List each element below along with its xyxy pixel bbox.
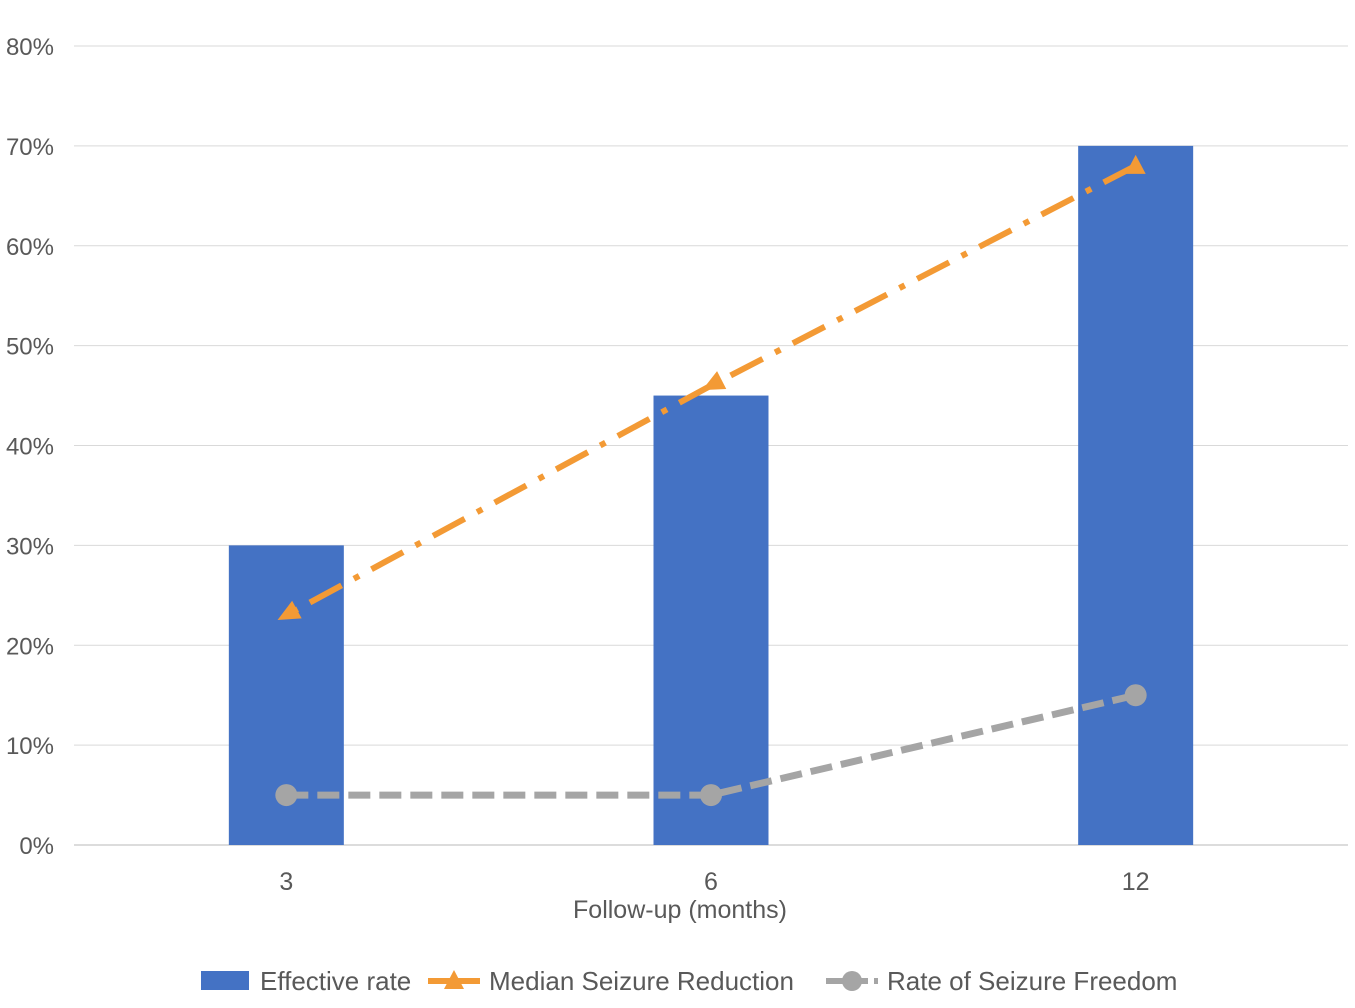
y-tick-label: 30% [6,533,54,560]
x-axis-title: Follow-up (months) [573,896,787,924]
x-tick-label: 12 [1122,868,1150,896]
x-tick-label: 3 [279,868,293,896]
y-tick-label: 50% [6,334,54,361]
bar-effective-rate [653,395,769,845]
y-tick-label: 80% [6,34,54,61]
x-tick-label: 6 [704,868,718,896]
legend-marker-rate-of-seizure-freedom [842,971,862,991]
point-median-seizure-reduction [277,600,302,621]
legend: Effective rate Median Seizure Reduction Ra… [201,966,1177,996]
bars [228,145,1194,845]
line-segment-median-seizure-reduction [711,163,1138,387]
legend-label-median-seizure-reduction: Median Seizure Reduction [489,966,794,996]
point-rate-of-seizure-freedom [1124,684,1147,707]
legend-label-effective-rate: Effective rate [260,966,411,996]
y-tick-label: 0% [19,833,54,860]
bar-effective-rate [1078,145,1194,845]
y-tick-label: 10% [6,733,54,760]
point-rate-of-seizure-freedom [275,784,298,807]
y-tick-label: 40% [6,434,54,461]
y-axis: 0% 10% 20% 30% 40% 50% 60% 70% 80% [6,34,54,860]
line-segment-median-seizure-reduction [287,382,713,617]
legend-label-rate-of-seizure-freedom: Rate of Seizure Freedom [887,966,1177,996]
lines [275,154,1147,807]
point-median-seizure-reduction [1125,154,1146,174]
x-axis: 3 6 12 [279,868,1149,896]
y-tick-label: 70% [6,134,54,161]
legend-swatch-effective-rate [201,971,249,990]
legend-marker-median-seizure-reduction [444,970,464,989]
point-rate-of-seizure-freedom [700,784,722,807]
point-median-seizure-reduction [702,371,727,391]
y-tick-label: 60% [6,234,54,261]
y-tick-label: 20% [6,633,54,660]
